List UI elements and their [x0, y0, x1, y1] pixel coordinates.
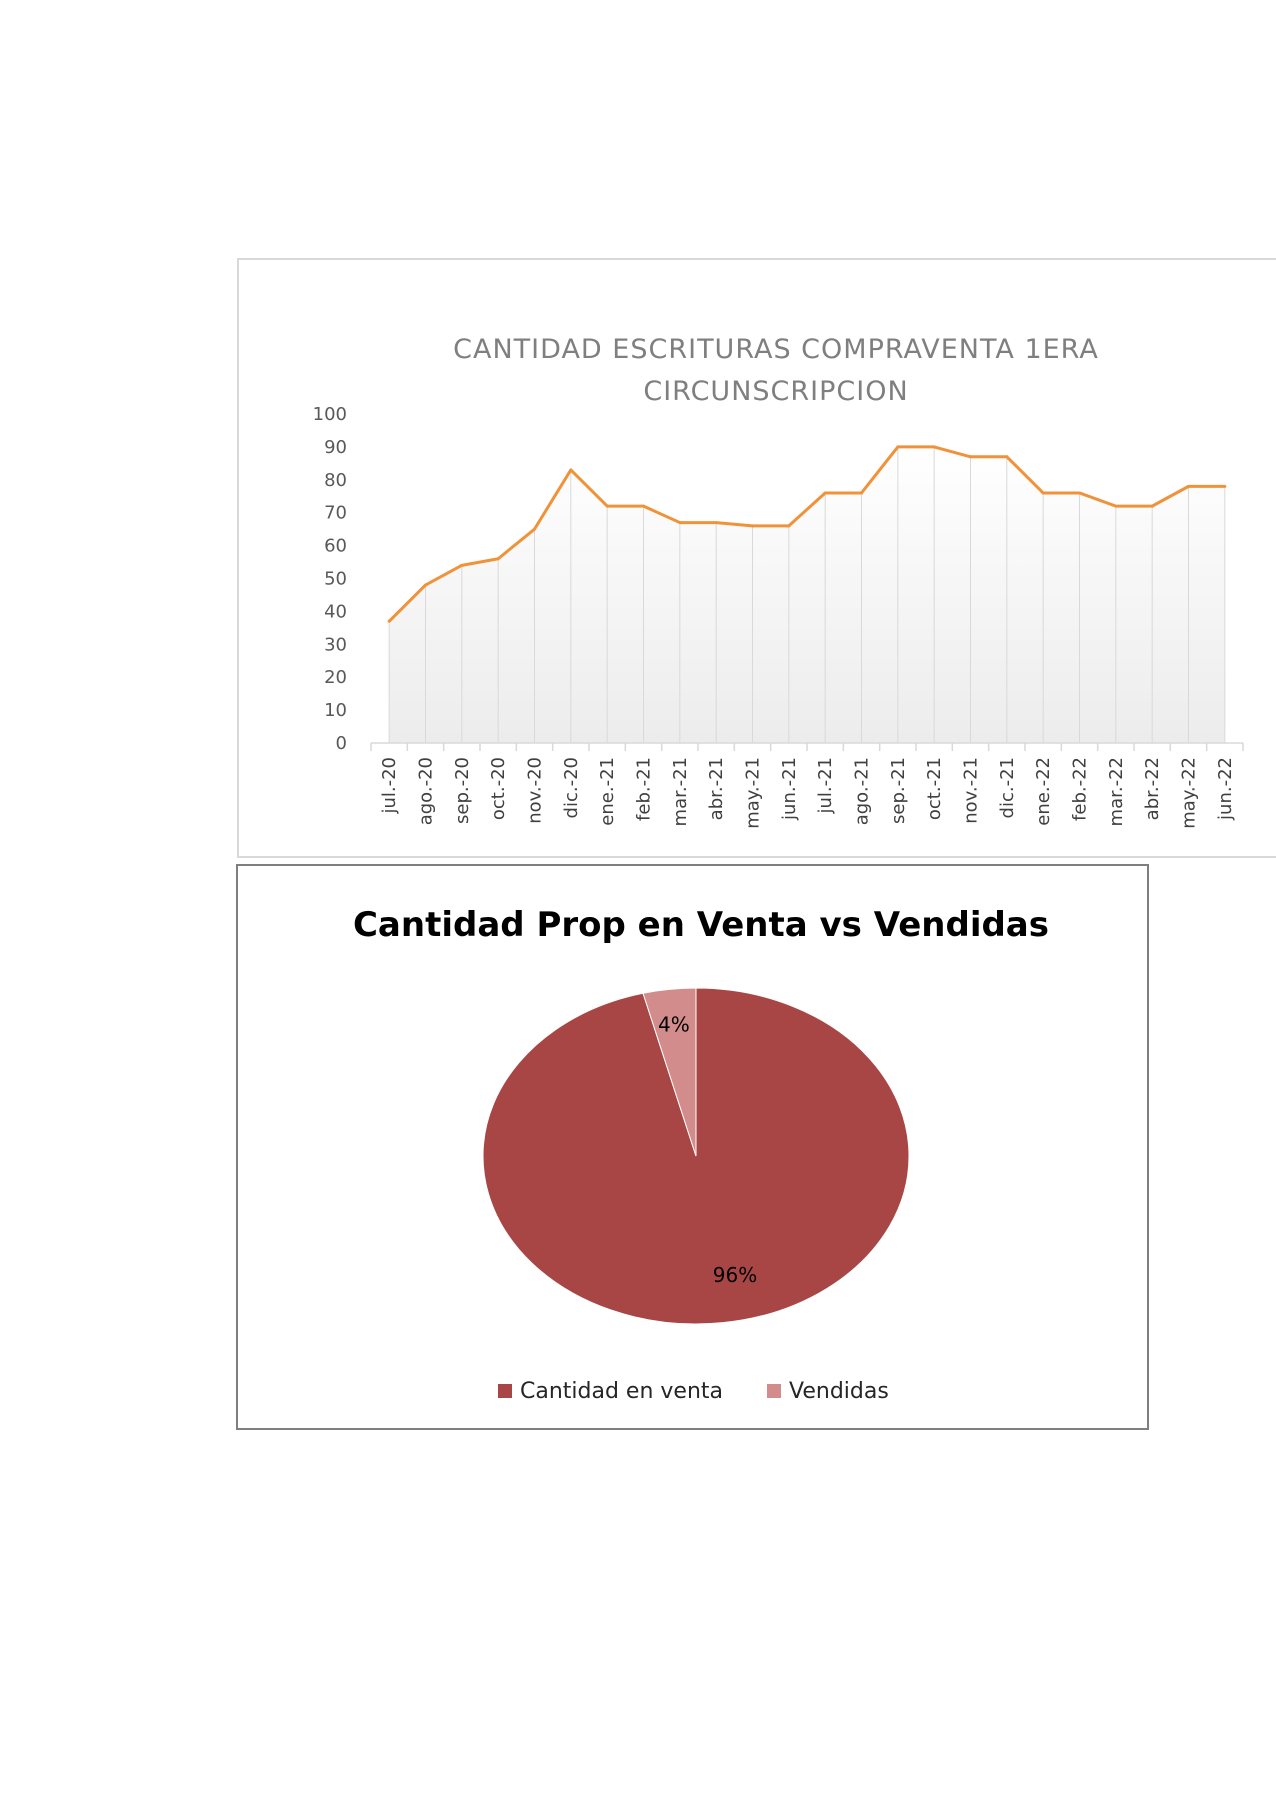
line-chart-panel: CANTIDAD ESCRITURAS COMPRAVENTA 1ERA CIR…: [237, 258, 1276, 858]
x-tick-label: abr.-21: [706, 757, 727, 820]
x-tick-label: dic.-21: [997, 757, 1018, 818]
x-tick-label: mar.-22: [1106, 757, 1127, 826]
data-point: [896, 445, 900, 449]
data-point: [1150, 504, 1154, 508]
line-area-fill: [389, 446, 1225, 743]
x-tick-label: jul.-21: [815, 757, 836, 815]
data-point: [1223, 484, 1227, 488]
data-point: [642, 504, 645, 508]
line-chart-title-line-1: CANTIDAD ESCRITURAS COMPRAVENTA 1ERA: [453, 334, 1099, 365]
x-tick-label: feb.-21: [634, 757, 655, 821]
y-tick-label: 20: [324, 667, 347, 688]
x-tick-label: jul.-20: [379, 757, 400, 815]
x-tick-label: ene.-21: [597, 757, 618, 826]
x-tick-label: mar.-21: [670, 757, 691, 826]
series-line: [388, 445, 1225, 623]
y-tick-label: 60: [324, 536, 347, 557]
line-chart-title-line-2: CIRCUNSCRIPCION: [643, 376, 908, 407]
x-tick-label: dic.-20: [561, 757, 582, 818]
line-chart: CANTIDAD ESCRITURAS COMPRAVENTA 1ERA CIR…: [313, 334, 1244, 829]
x-tick-label: sep.-20: [452, 757, 473, 824]
pie-chart-panel: Cantidad Prop en Venta vs Vendidas 96% 4%…: [236, 864, 1149, 1430]
y-tick-label: 90: [324, 437, 347, 458]
data-point: [751, 524, 754, 528]
y-tick-label: 80: [324, 470, 347, 491]
pie-slice-vendidas: [642, 987, 697, 1157]
data-point: [496, 557, 500, 561]
pie-data-label: 4%: [658, 1013, 690, 1037]
data-point: [424, 583, 427, 587]
data-point: [932, 445, 936, 449]
x-tick-label: may.-21: [743, 757, 764, 829]
data-point: [387, 619, 391, 623]
data-point: [533, 527, 536, 531]
data-point: [460, 563, 464, 567]
data-point: [605, 504, 609, 508]
pie-chart-title: Cantidad Prop en Venta vs Vendidas: [353, 905, 1049, 945]
x-tick-label: sep.-21: [888, 757, 909, 824]
x-tick-label: ago.-21: [852, 757, 873, 825]
data-point: [1114, 504, 1118, 508]
legend-swatch: [498, 1384, 512, 1398]
y-tick-label: 10: [324, 700, 347, 721]
x-tick-label: feb.-22: [1070, 757, 1091, 821]
data-point: [1187, 484, 1190, 488]
x-tick-label: jun.-21: [779, 757, 800, 821]
x-tick-label: ene.-22: [1033, 757, 1054, 826]
pie-data-label: 96%: [713, 1263, 757, 1287]
y-tick-label: 70: [324, 503, 347, 524]
x-tick-label: may.-22: [1179, 757, 1200, 829]
x-tick-label: oct.-21: [924, 757, 945, 820]
legend-swatch: [767, 1384, 781, 1398]
legend-entry: Cantidad en venta: [520, 1379, 723, 1404]
y-tick-label: 100: [313, 404, 347, 425]
y-tick-label: 50: [324, 569, 347, 590]
data-point: [1078, 491, 1081, 495]
x-tick-label: ago.-20: [416, 757, 437, 825]
x-tick-label: abr.-22: [1142, 757, 1163, 820]
x-tick-label: nov.-20: [525, 757, 546, 824]
data-point: [787, 524, 791, 528]
y-tick-label: 0: [336, 733, 347, 754]
legend-entry: Vendidas: [789, 1379, 889, 1404]
data-point: [969, 455, 972, 459]
data-point: [823, 491, 827, 495]
data-point: [1041, 491, 1045, 495]
data-point: [569, 468, 573, 472]
data-point: [1005, 455, 1009, 459]
pie-chart: Cantidad Prop en Venta vs Vendidas 96% 4%…: [353, 905, 1049, 1404]
x-tick-label: jun.-22: [1215, 757, 1236, 821]
y-tick-label: 40: [324, 601, 347, 622]
data-point: [714, 521, 718, 525]
x-tick-label: nov.-21: [961, 757, 982, 824]
data-point: [860, 491, 863, 495]
data-point: [678, 521, 682, 525]
x-tick-label: oct.-20: [488, 757, 509, 820]
y-tick-label: 30: [324, 634, 347, 655]
